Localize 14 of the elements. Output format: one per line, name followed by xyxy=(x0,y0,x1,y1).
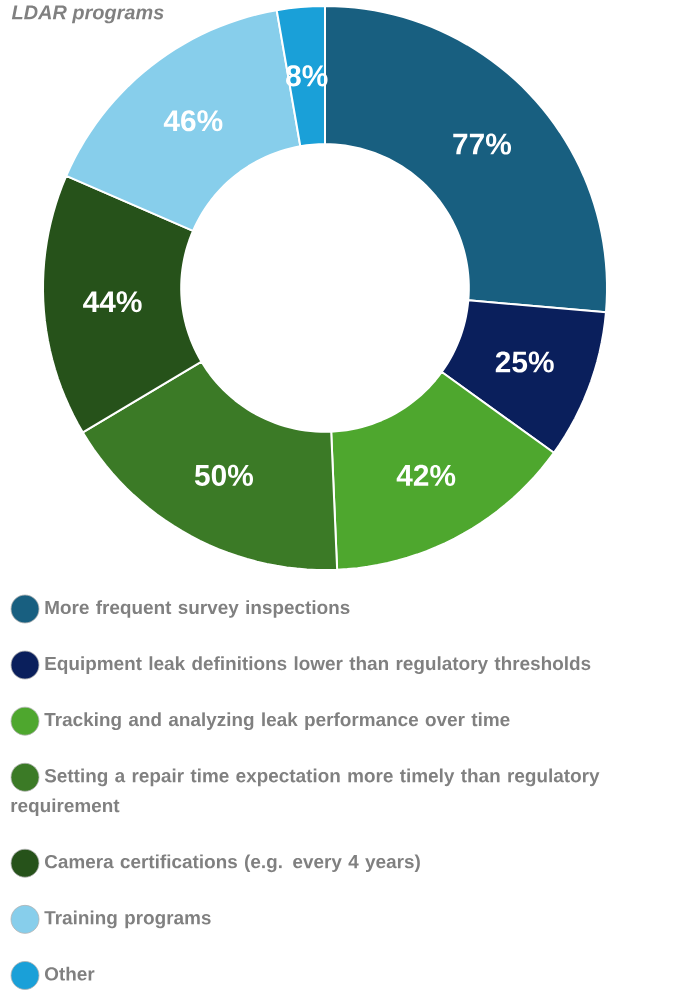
data-label: 42% xyxy=(396,464,456,486)
legend-label: Equipment leak definitions lower than regulatory thresholds xyxy=(45,656,591,674)
data-label: 44% xyxy=(83,291,142,313)
chart-title: LDAR programs xyxy=(11,5,164,24)
legend-label: Setting a repair time expectation more timely than regulatory requirement xyxy=(11,768,600,817)
data-label: 25% xyxy=(495,351,554,373)
data-label: 46% xyxy=(163,110,223,132)
legend-label: Camera certifications (e.g. every 4 years) xyxy=(44,854,420,873)
legend-label: Other xyxy=(44,966,95,981)
data-label: 77% xyxy=(453,133,512,155)
legend-label: Training programs xyxy=(44,910,211,929)
legend-label: Tracking and analyzing leak performance over time xyxy=(44,712,510,731)
data-label: 50% xyxy=(194,464,253,486)
legend-label: More frequent survey inspections xyxy=(45,600,350,618)
